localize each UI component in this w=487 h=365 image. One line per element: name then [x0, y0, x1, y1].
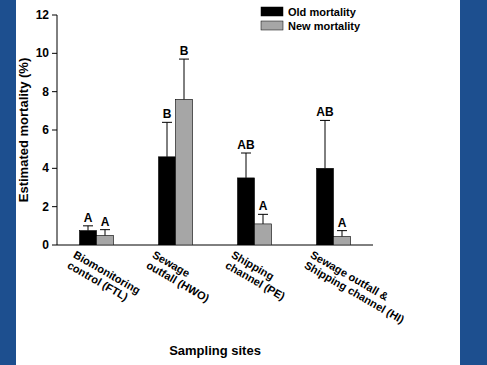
panel [16, 0, 460, 365]
legend-label: New mortality [288, 20, 361, 32]
error-bar [83, 226, 93, 231]
error-bar [100, 230, 110, 236]
y-tick [52, 91, 57, 92]
error-bar [320, 120, 330, 168]
error-bar [337, 231, 347, 237]
y-axis-label: Estimated mortality (%) [16, 58, 31, 202]
bars [80, 59, 351, 245]
bar [255, 224, 272, 245]
bar [97, 235, 114, 245]
error-bar [258, 214, 268, 224]
y-tick [52, 53, 57, 54]
y-tick [52, 15, 57, 16]
significance-letter: B [180, 44, 189, 58]
significance-letter: A [259, 199, 268, 213]
legend-swatch [261, 7, 283, 16]
legend-label: Old mortality [288, 6, 357, 18]
bar [159, 157, 176, 245]
y-tick [52, 245, 57, 246]
y-tick-label: 6 [42, 123, 49, 137]
y-tick-label: 12 [36, 8, 50, 22]
x-tick-label: Sewageoutfall (HWO) [145, 248, 218, 304]
x-tick-label: Biomonitoringcontrol (FTL) [66, 248, 143, 306]
significance-letter: AB [237, 138, 255, 152]
significance-letter: A [101, 215, 110, 229]
significance-letter: B [163, 107, 172, 121]
x-axis-label: Sampling sites [169, 343, 261, 358]
legend: Old mortality New mortality [261, 6, 361, 32]
y-tick-label: 2 [42, 200, 49, 214]
bar [334, 236, 351, 245]
y-tick [52, 130, 57, 131]
x-tick-label: Shippingchannel (PE) [224, 248, 294, 302]
bar [80, 231, 97, 245]
bar [238, 178, 255, 245]
x-tick-label: Sewage outfall &Shipping channel (HI) [303, 248, 413, 325]
significance-letter: A [84, 211, 93, 225]
y-tick-label: 8 [42, 85, 49, 99]
significance-letter: A [338, 216, 347, 230]
y-tick [52, 168, 57, 169]
bar [176, 99, 193, 245]
y-tick [52, 206, 57, 207]
y-tick-label: 10 [36, 46, 50, 60]
annotations: ABABABABAA [84, 44, 347, 230]
error-bar [162, 122, 172, 156]
error-bar [179, 59, 189, 99]
error-bar [241, 153, 251, 178]
legend-swatch [261, 21, 283, 30]
bar [317, 168, 334, 245]
significance-letter: AB [316, 105, 334, 119]
y-tick-label: 0 [42, 238, 49, 252]
y-tick-label: 4 [42, 161, 49, 175]
chart: 024681012ABABABABAABiomonitoringcontrol … [0, 0, 487, 365]
